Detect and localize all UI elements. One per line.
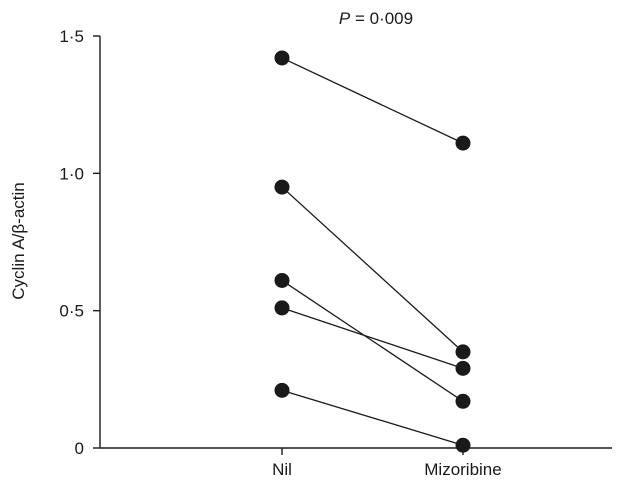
labels: P = 0·009 Cyclin A/β-actin [9,9,413,300]
p-value-text: = 0·009 [350,9,413,28]
paired-line [281,389,464,446]
data-point-mizoribine [455,135,471,151]
y-tick-label: 1·5 [59,27,84,46]
data-point-mizoribine [455,360,471,376]
data-point-nil [274,272,290,288]
x-tick-label: Nil [272,460,292,479]
paired-line [281,279,464,402]
data-point-nil [274,300,290,316]
p-value-symbol: P [339,9,351,28]
paired-line [281,186,464,353]
x-tick-label: Mizoribine [424,460,501,479]
data-point-nil [274,382,290,398]
y-tick-label: 0 [75,439,84,458]
y-tick-label: 0·5 [59,302,84,321]
data-points [274,50,471,453]
paired-line [281,307,464,369]
axes: 0 0·5 1·0 1·5 Nil Mizoribine [59,27,612,479]
data-point-mizoribine [455,344,471,360]
y-tick-label: 1·0 [59,164,84,183]
p-value-annotation: P = 0·009 [339,9,413,28]
data-point-nil [274,179,290,195]
y-axis-label: Cyclin A/β-actin [9,182,28,299]
data-point-mizoribine [455,393,471,409]
data-point-mizoribine [455,437,471,453]
data-point-nil [274,50,290,66]
paired-lines [281,57,464,446]
paired-line [281,57,464,144]
